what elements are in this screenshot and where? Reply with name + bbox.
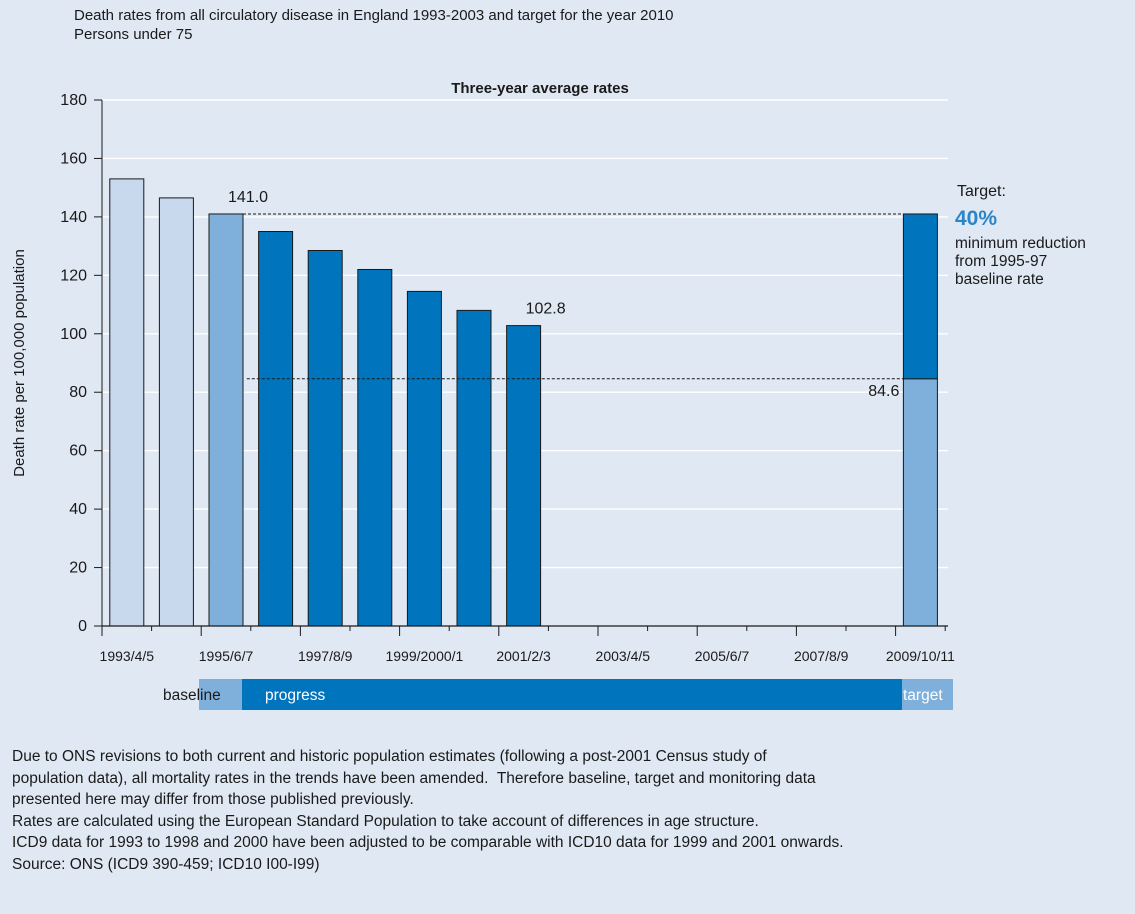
y-axis: 0 20 40 60 80 100 120 140 160 180 bbox=[60, 92, 103, 635]
x-tick-label: 1997/8/9 bbox=[298, 648, 353, 664]
period-progress-segment bbox=[242, 679, 902, 710]
footnote-line: Source: ONS (ICD9 390-459; ICD10 I00-I99… bbox=[12, 855, 320, 873]
y-tick-label: 40 bbox=[69, 501, 87, 518]
x-axis: 1993/4/5 1995/6/7 1997/8/9 1999/2000/1 2001/… bbox=[100, 625, 955, 664]
bar bbox=[307, 249, 343, 627]
x-tick-label: 1993/4/5 bbox=[100, 648, 155, 664]
period-target-segment bbox=[902, 679, 953, 710]
x-tick-label: 1995/6/7 bbox=[199, 648, 254, 664]
plot-heading: Three-year average rates bbox=[451, 80, 629, 97]
y-tick-label: 80 bbox=[69, 384, 87, 401]
bar bbox=[158, 197, 194, 627]
bar bbox=[109, 178, 145, 627]
target-note-heading: Target: bbox=[957, 183, 1006, 200]
x-tick-label: 2001/2/3 bbox=[496, 648, 551, 664]
chart-subtitle: Persons under 75 bbox=[74, 26, 193, 43]
bar bbox=[406, 290, 442, 627]
reference-lines: 84.6 bbox=[243, 213, 904, 400]
footnote-line: presented here may differ from those pub… bbox=[12, 791, 414, 808]
footnote-line: Rates are calculated using the European … bbox=[12, 812, 759, 830]
bars bbox=[109, 178, 938, 627]
data-labels: 141.0 102.8 bbox=[228, 189, 566, 318]
period-baseline-segment bbox=[199, 679, 242, 710]
bar bbox=[456, 309, 492, 627]
footnote-line: Due to ONS revisions to both current and… bbox=[12, 748, 767, 765]
x-tick-label: 2007/8/9 bbox=[794, 648, 849, 664]
y-tick-label: 120 bbox=[60, 267, 87, 284]
y-axis-label: Death rate per 100,000 population bbox=[11, 249, 28, 477]
x-tick-label: 2005/6/7 bbox=[695, 648, 750, 664]
y-tick-label: 0 bbox=[78, 618, 87, 635]
period-baseline-label: baseline bbox=[163, 687, 221, 704]
y-tick-label: 140 bbox=[60, 209, 87, 226]
period-target-label: target bbox=[903, 687, 943, 704]
target-note-line: minimum reduction bbox=[955, 235, 1086, 252]
footnotes: Due to ONS revisions to both current and… bbox=[12, 746, 1132, 875]
footnote-line: population data), all mortality rates in… bbox=[12, 769, 816, 787]
target-bar-lower bbox=[902, 378, 938, 627]
y-tick-label: 160 bbox=[60, 150, 87, 167]
chart-title-block: Death rates from all circulatory disease… bbox=[74, 6, 674, 44]
bar bbox=[357, 268, 393, 627]
target-bar-upper bbox=[902, 213, 938, 380]
data-label: 102.8 bbox=[526, 301, 566, 318]
chart-title: Death rates from all circulatory disease… bbox=[74, 7, 674, 24]
data-label: 141.0 bbox=[228, 189, 268, 206]
target-note-percent: 40% bbox=[955, 207, 997, 230]
reference-line-label: 84.6 bbox=[868, 383, 899, 400]
x-tick-label: 2003/4/5 bbox=[596, 648, 651, 664]
y-tick-label: 60 bbox=[69, 443, 87, 460]
x-tick-label: 1999/2000/1 bbox=[385, 648, 463, 664]
bar bbox=[208, 213, 244, 627]
bar bbox=[506, 325, 542, 627]
x-tick-label: 2009/10/11 bbox=[886, 648, 955, 664]
y-tick-label: 180 bbox=[60, 92, 87, 109]
footnote-line: ICD9 data for 1993 to 1998 and 2000 have… bbox=[12, 834, 844, 851]
target-note-line: from 1995-97 bbox=[955, 253, 1047, 270]
target-note-line: baseline rate bbox=[955, 271, 1044, 288]
period-progress-label: progress bbox=[265, 687, 326, 704]
bar bbox=[258, 231, 294, 627]
period-bar: baseline progress target bbox=[163, 679, 953, 710]
y-tick-label: 20 bbox=[69, 560, 87, 577]
y-tick-label: 100 bbox=[60, 326, 87, 343]
